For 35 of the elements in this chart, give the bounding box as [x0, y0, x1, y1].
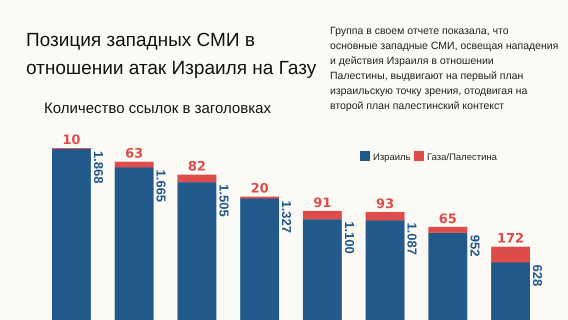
bar [428, 226, 468, 233]
bar [491, 262, 530, 320]
legend-label: Израиль [373, 152, 411, 163]
bar [366, 212, 405, 220]
data-label: 20 [250, 182, 269, 197]
data-label: 1.505 [216, 184, 232, 217]
data-label: 172 [496, 232, 524, 247]
bar [491, 246, 530, 262]
data-label: 628 [530, 264, 545, 286]
data-label: 65 [438, 212, 457, 227]
bar [177, 182, 216, 320]
data-label: 952 [467, 234, 482, 257]
bar [302, 219, 342, 320]
data-label: 91 [313, 196, 332, 211]
bar [114, 168, 154, 320]
chart-subtitle: Количество ссылок в заголовках [44, 100, 272, 117]
data-label: 82 [188, 160, 206, 175]
chart-title: Позиция западных СМИ в отношении атак Израиля на Газу [26, 30, 317, 79]
data-label: 1.100 [342, 221, 357, 254]
bar [302, 210, 342, 220]
bar [114, 162, 154, 168]
bar [240, 198, 280, 320]
data-label: 1.868 [90, 150, 106, 184]
bar [428, 232, 468, 320]
data-label: 93 [376, 196, 394, 212]
data-label: 1.665 [154, 170, 169, 202]
data-label: 1.327 [279, 200, 294, 234]
data-label: 63 [125, 146, 144, 162]
legend-label: Газа/Палестина [427, 152, 498, 163]
bar [177, 174, 216, 182]
data-label: 10 [62, 133, 80, 148]
bar [52, 148, 91, 320]
data-label: 1.087 [404, 222, 420, 255]
text: Группа в своем отчете показала, что основные западные СМИ, освещая нападения и действия Израиля в отношении Палестины, выдвигают на первый план израильскую точку зрения, отодвигая на второй план палестинский контекст [330, 25, 558, 112]
bar [366, 220, 405, 320]
